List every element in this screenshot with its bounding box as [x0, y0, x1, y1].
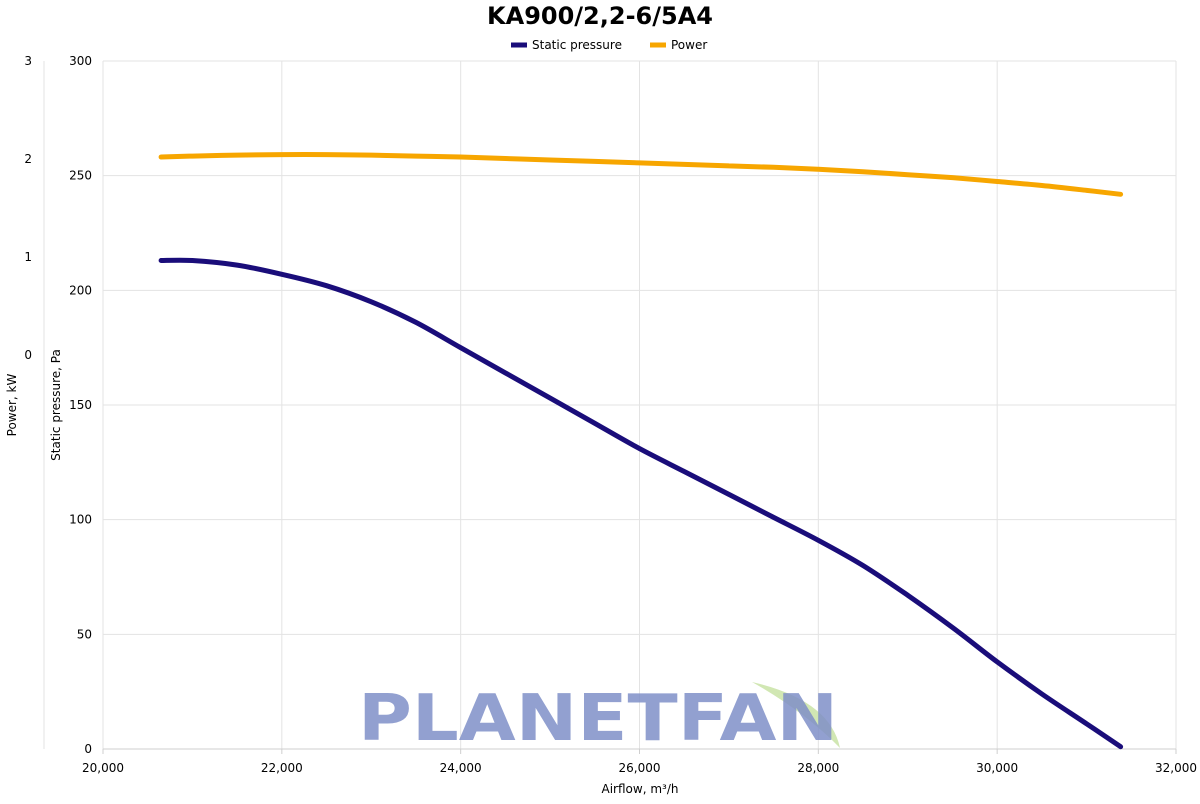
series-layer — [158, 152, 1124, 750]
x-tick-label: 28,000 — [797, 761, 839, 775]
y2-tick-label: 2 — [24, 152, 32, 166]
y2-axis-label: Power, kW — [5, 374, 19, 437]
y-tick-label: 250 — [69, 169, 92, 183]
power-series-line — [158, 152, 1124, 197]
watermark: PLANETFAN — [358, 682, 840, 756]
y2-tick-label: 1 — [24, 250, 32, 264]
x-tick-label: 26,000 — [619, 761, 661, 775]
y-tick-label: 100 — [69, 513, 92, 527]
legend: Static pressure Power — [511, 38, 707, 52]
y-tick-label: 300 — [69, 54, 92, 68]
x-axis-label: Airflow, m³/h — [602, 782, 679, 796]
chart-title: KA900/2,2-6/5A4 — [487, 2, 713, 30]
y-tick-label: 0 — [84, 742, 92, 756]
x-tick-label: 24,000 — [440, 761, 482, 775]
y2-tick-label: 3 — [24, 54, 32, 68]
y-tick-label: 150 — [69, 398, 92, 412]
power-legend-label: Power — [671, 38, 707, 52]
y-axis-label: Static pressure, Pa — [49, 349, 63, 461]
watermark-text: PLANETFAN — [358, 682, 838, 756]
x-tick-label: 32,000 — [1155, 761, 1197, 775]
x-tick-label: 22,000 — [261, 761, 303, 775]
static-pressure-series-line — [158, 257, 1124, 750]
grid — [102, 60, 1177, 750]
x-tick-label: 20,000 — [82, 761, 124, 775]
axes: 20,000 22,000 24,000 26,000 28,000 30,000 32,0… — [24, 54, 1197, 775]
y2-tick-label: 0 — [24, 348, 32, 362]
y-tick-label: 50 — [77, 627, 92, 641]
y-tick-label: 200 — [69, 283, 92, 297]
static-pressure-legend-label: Static pressure — [532, 38, 622, 52]
x-tick-label: 30,000 — [976, 761, 1018, 775]
